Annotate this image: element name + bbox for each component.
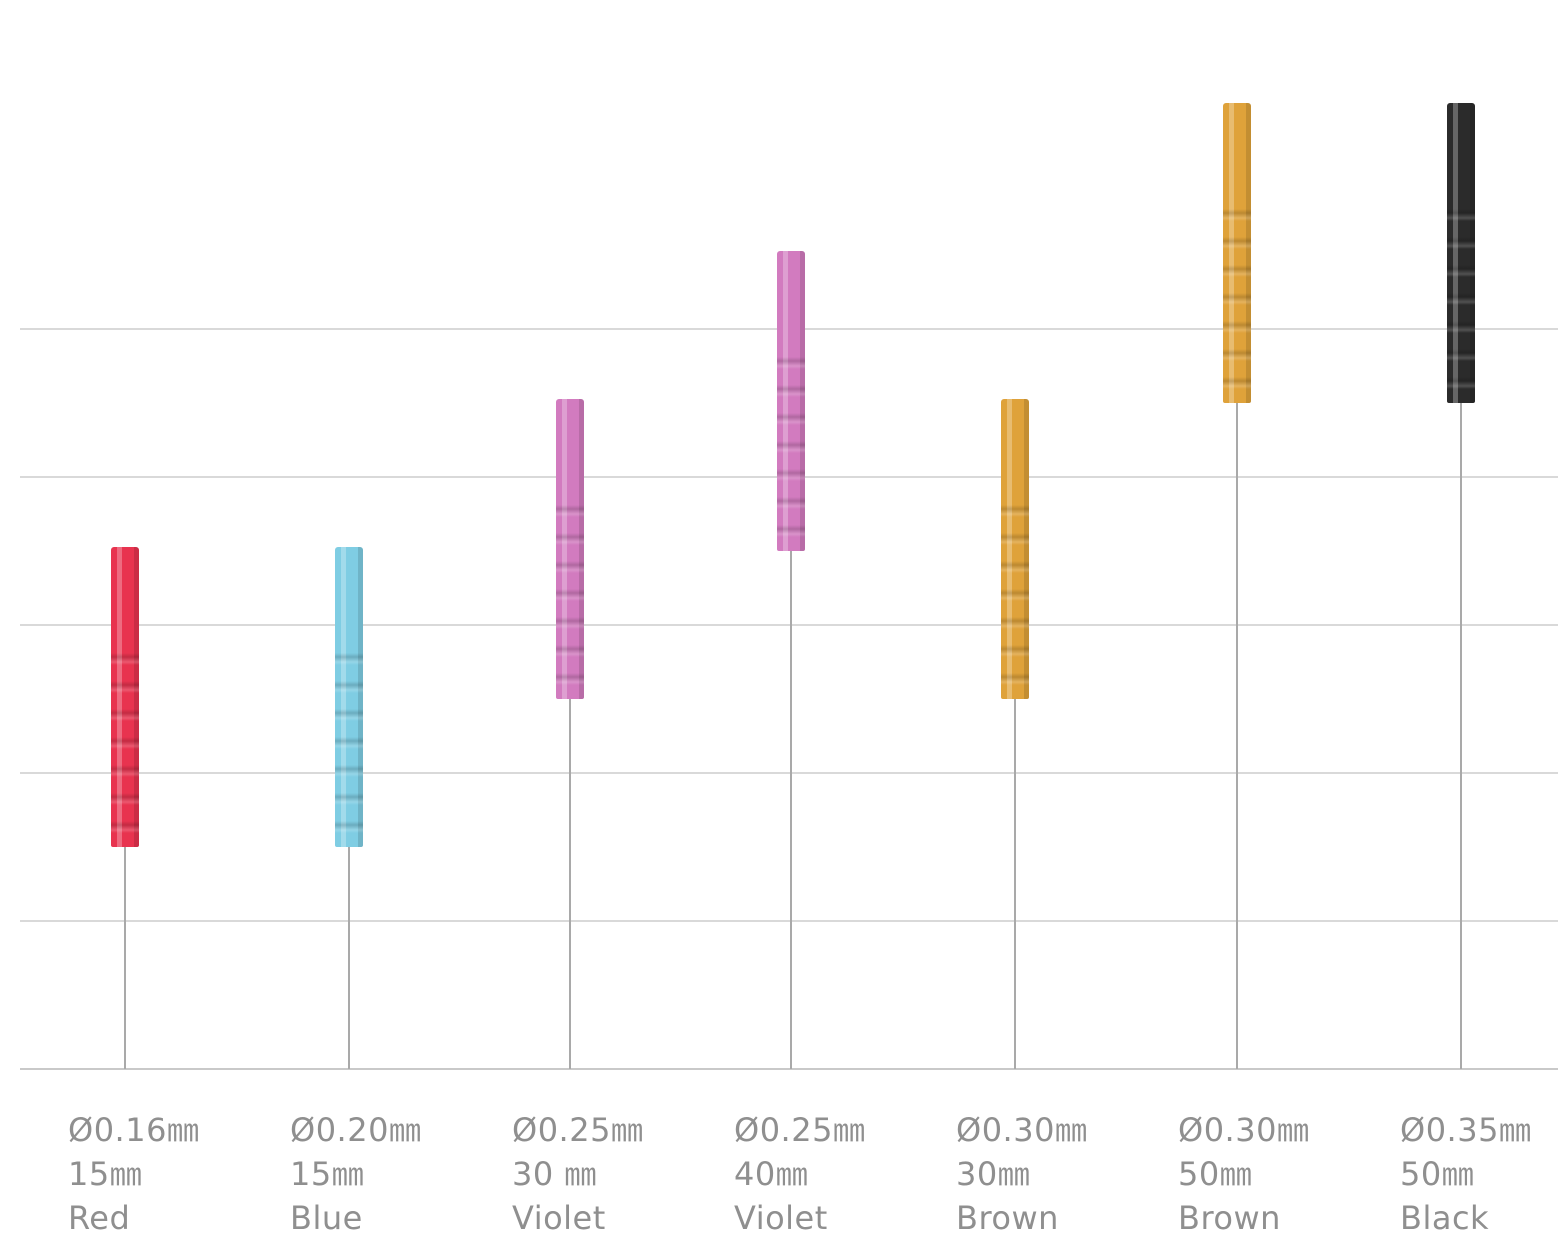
needle-color-name: Violet [512, 1199, 606, 1237]
gridline-level-0 [20, 920, 1558, 922]
needle-length: 30㎜ [956, 1155, 1031, 1193]
needle-shaft [1460, 403, 1462, 1069]
needle-handle [335, 547, 363, 847]
needle-shaft [348, 847, 350, 1069]
needle-length: 40㎜ [734, 1155, 809, 1193]
needle-label: Ø0.35㎜ 50㎜ Black [1400, 1108, 1558, 1240]
handle-shine [562, 399, 567, 699]
needle-color-name: Brown [956, 1199, 1059, 1237]
needle-diameter: Ø0.20㎜ [290, 1111, 422, 1149]
needle-label: Ø0.30㎜ 30㎜ Brown [956, 1108, 1156, 1240]
needle-diameter: Ø0.16㎜ [68, 1111, 200, 1149]
gridline-level-1 [20, 772, 1558, 774]
handle-ribs [111, 637, 139, 847]
needle-length: 50㎜ [1400, 1155, 1475, 1193]
needle-diameter: Ø0.35㎜ [1400, 1111, 1532, 1149]
needle-diameter: Ø0.25㎜ [734, 1111, 866, 1149]
needle-color-name: Blue [290, 1199, 363, 1237]
needle-length: 15㎜ [68, 1155, 143, 1193]
handle-ribs [335, 637, 363, 847]
handle-shine [783, 251, 788, 551]
needle-shaft [569, 699, 571, 1069]
needle-handle [1001, 399, 1029, 699]
needle-length: 50㎜ [1178, 1155, 1253, 1193]
handle-ribs [1223, 193, 1251, 403]
handle-edge [800, 251, 805, 551]
handle-edge [1024, 399, 1029, 699]
needle-diameter: Ø0.30㎜ [1178, 1111, 1310, 1149]
needle-color-name: Red [68, 1199, 131, 1237]
gridline-level-2 [20, 624, 1558, 626]
needle-length: 15㎜ [290, 1155, 365, 1193]
handle-shine [1229, 103, 1234, 403]
handle-ribs [556, 489, 584, 699]
handle-edge [579, 399, 584, 699]
handle-shine [1007, 399, 1012, 699]
needle-handle [1223, 103, 1251, 403]
needle-color-name: Black [1400, 1199, 1490, 1237]
handle-edge [134, 547, 139, 847]
needle-handle [556, 399, 584, 699]
baseline [20, 1068, 1558, 1070]
needle-handle [1447, 103, 1475, 403]
handle-edge [358, 547, 363, 847]
needle-label: Ø0.20㎜ 15㎜ Blue [290, 1108, 490, 1240]
needle-shaft [1014, 699, 1016, 1069]
handle-ribs [1447, 193, 1475, 403]
handle-edge [1246, 103, 1251, 403]
handle-ribs [1001, 489, 1029, 699]
handle-ribs [777, 341, 805, 551]
needle-length: 30 ㎜ [512, 1155, 597, 1193]
needle-shaft [1236, 403, 1238, 1069]
handle-shine [341, 547, 346, 847]
needle-shaft [790, 551, 792, 1069]
needle-color-name: Brown [1178, 1199, 1281, 1237]
needle-shaft [124, 847, 126, 1069]
handle-shine [1453, 103, 1458, 403]
handle-edge [1470, 103, 1475, 403]
needle-diameter: Ø0.30㎜ [956, 1111, 1088, 1149]
needle-label: Ø0.30㎜ 50㎜ Brown [1178, 1108, 1378, 1240]
needle-color-name: Violet [734, 1199, 828, 1237]
needle-handle [777, 251, 805, 551]
needle-label: Ø0.25㎜ 40㎜ Violet [734, 1108, 934, 1240]
needle-diameter: Ø0.25㎜ [512, 1111, 644, 1149]
handle-shine [117, 547, 122, 847]
needle-label: Ø0.25㎜ 30 ㎜ Violet [512, 1108, 712, 1240]
needle-label: Ø0.16㎜ 15㎜ Red [68, 1108, 268, 1240]
needle-handle [111, 547, 139, 847]
